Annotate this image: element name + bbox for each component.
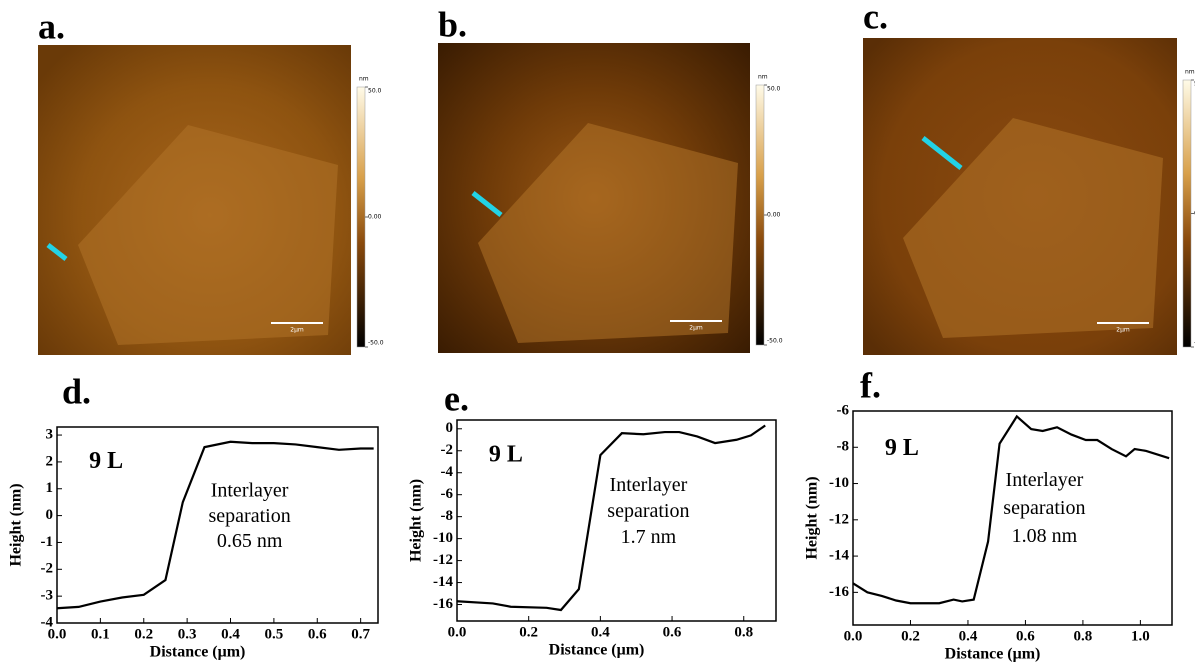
x-tick-label: 0.0	[48, 626, 67, 642]
plot-frame	[56, 426, 379, 624]
y-tick-label: -3	[41, 588, 54, 604]
annotation: Interlayer	[1006, 469, 1084, 491]
x-axis-label: Distance (μm)	[549, 642, 645, 659]
x-tick-label: 0.8	[734, 624, 753, 640]
colorbar-unit: nm	[359, 76, 369, 83]
y-tick-label: -6	[441, 486, 454, 502]
y-tick-label: -1	[41, 534, 54, 550]
y-tick-label: -2	[41, 561, 54, 577]
y-tick-label: -2	[441, 442, 454, 458]
x-axis-label: Distance (μm)	[945, 646, 1041, 663]
profile-marker	[46, 243, 68, 261]
x-tick-label: 0.4	[959, 628, 978, 644]
flake	[78, 125, 338, 345]
panel-label: a.	[38, 6, 65, 46]
plot-frame	[456, 419, 777, 622]
colorbar	[356, 86, 366, 348]
panel-label: c.	[863, 0, 888, 36]
y-tick-label: -16	[433, 596, 453, 612]
x-tick-label: 0.6	[1016, 628, 1035, 644]
y-tick-label: 0	[446, 420, 454, 436]
plot-frame	[852, 410, 1173, 626]
x-tick-label: 0.7	[351, 626, 370, 642]
scale-bar-label: 2μm	[290, 327, 304, 334]
annotation: separation	[607, 500, 689, 522]
y-tick-label: -8	[441, 508, 454, 524]
profile-marker	[471, 191, 503, 217]
x-tick-label: 0.2	[519, 624, 538, 640]
y-axis-label: Height (nm)	[408, 479, 425, 562]
annotation: 1.08 nm	[1012, 525, 1078, 547]
x-tick-label: 0.6	[308, 626, 327, 642]
layer-count: 9 L	[489, 442, 523, 468]
y-tick-label: 1	[46, 480, 54, 496]
x-tick-label: 0.3	[178, 626, 197, 642]
colorbar	[755, 84, 765, 346]
panel-label: e.	[444, 378, 469, 418]
colorbar-unit: nm	[1185, 69, 1195, 76]
y-tick-label: -14	[433, 574, 453, 590]
x-tick-label: 0.2	[901, 628, 920, 644]
annotation: Interlayer	[610, 474, 688, 496]
colorbar	[1182, 79, 1192, 348]
colorbar-label: 50.0	[368, 88, 382, 95]
layer-count: 9 L	[885, 435, 919, 461]
x-tick-label: 0.0	[844, 628, 863, 644]
x-axis-label: Distance (μm)	[150, 644, 246, 661]
y-tick-label: -16	[829, 584, 849, 600]
profile-line	[56, 440, 374, 610]
y-tick-label: -12	[829, 511, 849, 527]
profile-line	[456, 424, 766, 612]
y-axis-label: Height (nm)	[8, 483, 25, 566]
y-tick-label: -14	[829, 548, 849, 564]
y-tick-label: 0	[46, 507, 54, 523]
y-tick-label: -12	[433, 552, 453, 568]
y-tick-label: 3	[46, 426, 54, 442]
x-tick-label: 0.1	[91, 626, 110, 642]
y-tick-label: -10	[829, 475, 849, 491]
annotation: Interlayer	[211, 479, 289, 501]
y-tick-label: -4	[41, 614, 54, 630]
colorbar-label: -50.0	[368, 340, 384, 347]
panel-label: b.	[438, 4, 467, 44]
y-tick-label: -4	[441, 464, 454, 480]
layer-count: 9 L	[89, 448, 123, 474]
scale-bar-label: 2μm	[689, 325, 703, 332]
x-tick-label: 1.0	[1131, 628, 1150, 644]
flake	[478, 123, 738, 343]
annotation: 0.65 nm	[217, 530, 283, 552]
x-tick-label: 0.8	[1074, 628, 1093, 644]
x-tick-label: 0.0	[448, 624, 467, 640]
colorbar-label: 0.00	[767, 212, 781, 219]
colorbar-unit: nm	[758, 74, 768, 81]
profile-marker	[921, 136, 963, 170]
x-tick-label: 0.6	[663, 624, 682, 640]
scale-bar-label: 2μm	[1116, 327, 1130, 334]
annotation: 1.7 nm	[621, 526, 677, 548]
colorbar-label: 0.00	[368, 214, 382, 221]
annotation: separation	[1003, 497, 1085, 519]
y-tick-label: -8	[837, 439, 850, 455]
y-axis-label: Height (nm)	[804, 476, 821, 559]
profile-line	[852, 414, 1170, 605]
colorbar-label: 50.0	[767, 86, 781, 93]
y-tick-label: -6	[837, 402, 850, 418]
y-tick-label: 2	[46, 453, 54, 469]
y-tick-label: -10	[433, 530, 453, 546]
x-tick-label: 0.4	[221, 626, 240, 642]
annotation: separation	[209, 505, 291, 527]
panel-label: f.	[860, 365, 881, 405]
x-tick-label: 0.5	[265, 626, 284, 642]
flake	[903, 118, 1163, 338]
colorbar-label: -50.0	[767, 338, 783, 345]
panel-label: d.	[62, 371, 91, 411]
x-tick-label: 0.4	[591, 624, 610, 640]
x-tick-label: 0.2	[134, 626, 153, 642]
